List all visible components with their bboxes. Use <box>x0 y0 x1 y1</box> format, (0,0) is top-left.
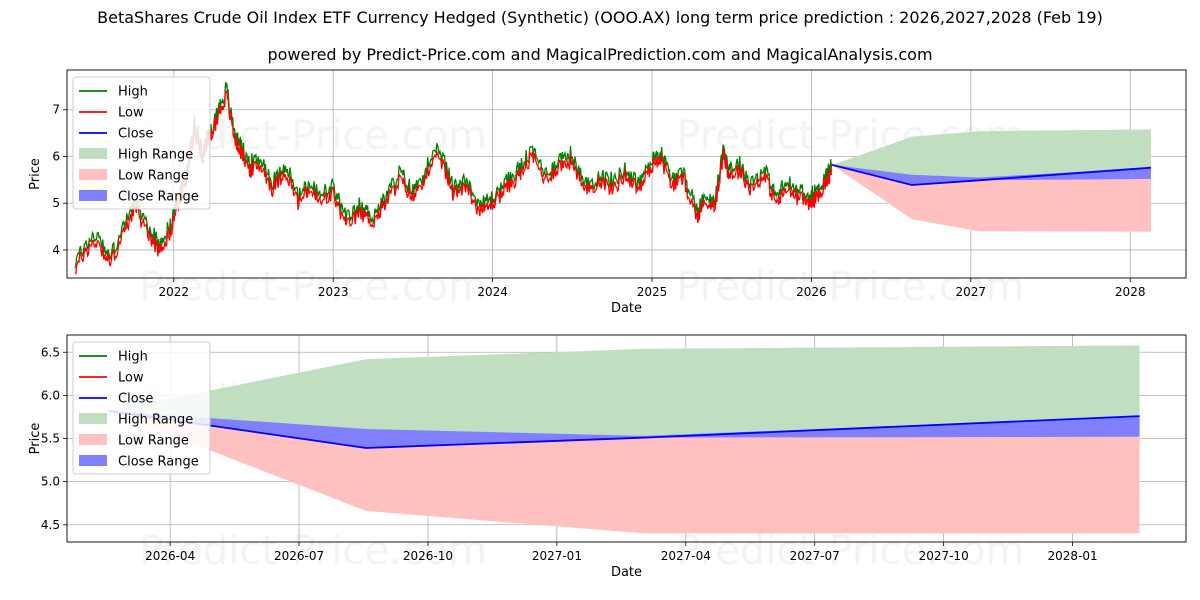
legend-item: Close Range <box>79 190 199 205</box>
legend-swatch-patch <box>79 169 107 180</box>
low-range-band <box>832 164 1151 232</box>
chart-panel-forecast-zoom: Predict-Price.comPredict-Price.comPredic… <box>28 334 1187 580</box>
x-tick-label: 2025 <box>637 285 668 299</box>
plot-frame <box>66 69 1187 279</box>
legend-item: Close <box>79 127 153 142</box>
x-tick-label: 2024 <box>477 285 508 299</box>
x-tick-label: 2027-04 <box>661 549 711 563</box>
legend-item: Low <box>79 106 144 121</box>
high-range-band <box>108 345 1140 448</box>
legend: High Low Close High Range Low Range Close Ran… <box>72 76 211 210</box>
legend-swatch-patch <box>79 434 107 445</box>
legend-swatch-patch <box>79 148 107 159</box>
x-tick-label: 2026-10 <box>403 549 453 563</box>
legend-swatch-patch <box>79 455 107 466</box>
watermark-text: Predict-Price.com <box>676 528 1024 574</box>
watermark-text: Predict-Price.com <box>676 264 1024 310</box>
legend-item: Close <box>79 392 153 407</box>
legend-label: High <box>118 85 148 100</box>
legend-label: High <box>118 350 148 365</box>
legend-item: Low Range <box>79 169 189 184</box>
legend-item: Low Range <box>79 434 189 449</box>
chart-subtitle: powered by Predict-Price.com and Magical… <box>267 45 933 64</box>
x-tick-label: 2028 <box>1115 285 1146 299</box>
legend-label: Close <box>118 127 153 142</box>
y-tick-label: 6.5 <box>41 345 60 359</box>
legend-item: Close Range <box>79 455 199 470</box>
y-axis-title: Price <box>28 423 43 455</box>
legend-item: Low <box>79 371 144 386</box>
y-axis-title: Price <box>28 158 43 190</box>
watermark: Predict-Price.comPredict-Price.comPredic… <box>139 113 1024 310</box>
x-tick-label: 2027 <box>956 285 987 299</box>
legend-label: Low <box>118 371 144 386</box>
x-tick-label: 2026-07 <box>274 549 324 563</box>
y-tick-label: 4 <box>52 243 60 257</box>
y-tick-label: 5 <box>52 196 60 210</box>
legend-item: High <box>79 350 148 365</box>
y-tick-label: 7 <box>52 103 60 117</box>
x-axis-title: Date <box>611 301 642 316</box>
x-tick-label: 2023 <box>318 285 349 299</box>
legend-label: Close Range <box>118 455 199 470</box>
close-range-band <box>108 410 1140 448</box>
legend-swatch-patch <box>79 413 107 424</box>
legend-item: High Range <box>79 148 193 163</box>
watermark-text: Predict-Price.com <box>139 528 487 574</box>
close-forecast-line <box>831 164 1151 186</box>
low-range-band <box>108 410 1140 534</box>
watermark-text: Predict-Price.com <box>139 264 487 310</box>
legend-swatch-patch <box>79 190 107 201</box>
x-tick-label: 2027-10 <box>919 549 969 563</box>
legend-label: Close <box>118 392 153 407</box>
x-tick-label: 2027-07 <box>790 549 840 563</box>
plot-area <box>108 345 1140 534</box>
legend-box <box>72 341 211 475</box>
x-tick-label: 2028-01 <box>1047 549 1097 563</box>
x-tick-label: 2022 <box>159 285 190 299</box>
chart-panel-long-term: Predict-Price.comPredict-Price.comPredic… <box>28 69 1187 316</box>
legend-label: High Range <box>118 148 193 163</box>
close-range-band <box>832 164 1151 185</box>
close-forecast-line <box>108 410 1140 449</box>
legend-label: Low Range <box>118 434 189 449</box>
high-range-band <box>832 129 1151 185</box>
legend: High Low Close High Range Low Range Close Ran… <box>72 341 211 475</box>
y-tick-label: 5.0 <box>41 475 60 489</box>
y-tick-label: 6 <box>52 149 60 163</box>
legend-label: High Range <box>118 413 193 428</box>
legend-label: Low <box>118 106 144 121</box>
legend-label: Close Range <box>118 190 199 205</box>
legend-box <box>72 76 211 210</box>
x-axis-title: Date <box>611 565 642 580</box>
legend-item: High Range <box>79 413 193 428</box>
y-tick-label: 6.0 <box>41 388 60 402</box>
chart-title: BetaShares Crude Oil Index ETF Currency … <box>97 8 1103 27</box>
plot-area <box>74 81 1151 275</box>
y-tick-label: 4.5 <box>41 518 60 532</box>
legend-label: Low Range <box>118 169 189 184</box>
x-tick-label: 2026 <box>796 285 827 299</box>
y-tick-label: 5.5 <box>41 432 60 446</box>
x-tick-label: 2026-04 <box>145 549 195 563</box>
x-tick-label: 2027-01 <box>532 549 582 563</box>
legend-item: High <box>79 85 148 100</box>
